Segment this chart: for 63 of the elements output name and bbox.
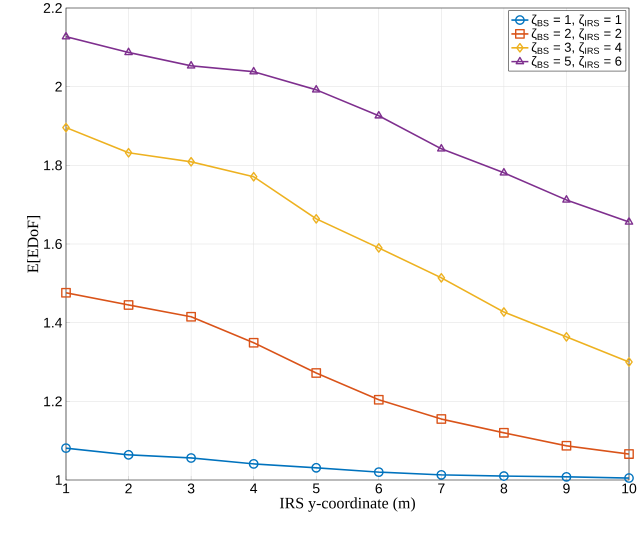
- point: [187, 156, 195, 167]
- point: [562, 195, 571, 203]
- point: [61, 288, 71, 298]
- point: [498, 428, 509, 438]
- x-tick-label: 1: [63, 484, 70, 494]
- point: [249, 66, 258, 75]
- y-tick-label: 1.2: [44, 396, 62, 406]
- point: [312, 214, 320, 224]
- point: [186, 312, 196, 322]
- point: [374, 467, 384, 478]
- point: [436, 414, 446, 424]
- y-tick-label: 1.6: [44, 239, 62, 249]
- y-tick-label: 1.8: [44, 160, 62, 170]
- point: [62, 122, 70, 132]
- point: [437, 272, 446, 283]
- x-axis-title: IRS y-coordinate (m): [280, 497, 415, 512]
- point: [562, 440, 572, 451]
- x-tick-label: 4: [250, 484, 258, 494]
- point: [186, 60, 196, 69]
- point: [312, 84, 321, 93]
- x-tick-label: 10: [622, 484, 636, 494]
- point: [248, 338, 259, 348]
- y-tick-label: 1: [56, 475, 62, 485]
- point: [436, 470, 446, 480]
- point: [61, 443, 71, 454]
- legend-label: ζ$_{BS}$ = 2, ζ$_{IRS}$ = 2: [532, 28, 622, 40]
- point: [500, 168, 508, 176]
- y-axis-title: E[EDoF]: [27, 216, 40, 273]
- point: [250, 172, 258, 182]
- point: [624, 217, 634, 225]
- point: [374, 110, 384, 119]
- point: [62, 32, 70, 40]
- x-tick-label: 9: [563, 484, 570, 494]
- x-tick-label: 7: [438, 484, 445, 494]
- y-tick-label: 2.2: [44, 3, 62, 13]
- point: [124, 148, 132, 158]
- point: [124, 48, 133, 56]
- point: [248, 458, 259, 469]
- x-tick-label: 8: [500, 484, 508, 494]
- legend-label: ζ$_{BS}$ = 3, ζ$_{IRS}$ = 4: [532, 42, 622, 54]
- legend-label: ζ$_{BS}$ = 5, ζ$_{IRS}$ = 6: [532, 56, 622, 68]
- legend-label: ζ$_{BS}$ = 1, ζ$_{IRS}$ = 1: [532, 14, 622, 26]
- y-tick-label: 1.4: [44, 318, 62, 328]
- point: [186, 453, 196, 463]
- point: [374, 394, 384, 405]
- point: [624, 473, 634, 483]
- point: [625, 357, 633, 367]
- point: [437, 144, 446, 152]
- point: [624, 449, 634, 459]
- point: [562, 472, 572, 482]
- point: [498, 471, 509, 481]
- x-tick-label: 6: [376, 484, 382, 494]
- point: [311, 368, 322, 378]
- point: [124, 450, 134, 460]
- x-tick-label: 3: [188, 484, 194, 494]
- x-tick-label: 2: [125, 484, 132, 494]
- point: [500, 307, 508, 317]
- y-tick-label: 2: [55, 82, 62, 92]
- point: [311, 462, 322, 473]
- point: [374, 243, 383, 253]
- point: [124, 300, 134, 310]
- x-tick-label: 5: [312, 484, 320, 494]
- point: [562, 332, 570, 342]
